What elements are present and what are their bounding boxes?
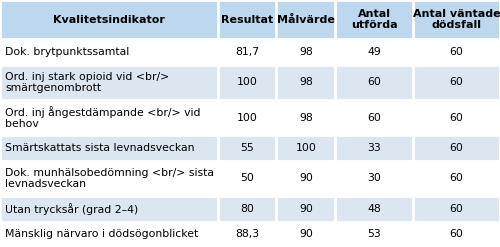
Text: 98: 98 — [299, 47, 313, 57]
Text: Resultat: Resultat — [221, 15, 273, 25]
Text: 33: 33 — [368, 143, 381, 153]
Text: 80: 80 — [240, 204, 254, 214]
Text: 90: 90 — [299, 173, 313, 183]
Text: Mänsklig närvaro i dödsögonblicket: Mänsklig närvaro i dödsögonblicket — [5, 229, 198, 239]
Text: 81,7: 81,7 — [235, 47, 259, 57]
Bar — [0, 161, 500, 196]
Text: 98: 98 — [299, 77, 313, 87]
Text: 90: 90 — [299, 204, 313, 214]
Text: 88,3: 88,3 — [235, 229, 259, 239]
Text: 60: 60 — [450, 204, 464, 214]
Text: 98: 98 — [299, 113, 313, 123]
Text: 90: 90 — [299, 229, 313, 239]
Bar — [0, 135, 500, 161]
Text: 100: 100 — [296, 143, 316, 153]
Text: Kvalitetsindikator: Kvalitetsindikator — [53, 15, 164, 25]
Text: Ord. inj ångestdämpande <br/> vid
behov: Ord. inj ångestdämpande <br/> vid behov — [5, 106, 200, 129]
Text: Antal väntade
dödsfall: Antal väntade dödsfall — [412, 9, 500, 30]
Text: 50: 50 — [240, 173, 254, 183]
Text: 60: 60 — [450, 77, 464, 87]
Bar — [0, 222, 500, 247]
Text: Målvärde: Målvärde — [277, 15, 335, 25]
Text: 100: 100 — [236, 113, 258, 123]
Text: Ord. inj stark opioid vid <br/>
smärtgenombrott: Ord. inj stark opioid vid <br/> smärtgen… — [5, 72, 169, 93]
Text: 53: 53 — [368, 229, 381, 239]
Text: 60: 60 — [450, 229, 464, 239]
Text: 30: 30 — [368, 173, 381, 183]
Text: 60: 60 — [450, 143, 464, 153]
Text: Dok. brytpunktssamtal: Dok. brytpunktssamtal — [5, 47, 129, 57]
Text: 55: 55 — [240, 143, 254, 153]
Text: Antal
utförda: Antal utförda — [351, 9, 398, 30]
Text: 49: 49 — [368, 47, 381, 57]
Text: 60: 60 — [450, 47, 464, 57]
Text: 60: 60 — [450, 173, 464, 183]
Bar — [0, 196, 500, 222]
Bar — [0, 0, 500, 39]
Text: 60: 60 — [368, 77, 381, 87]
Bar — [0, 39, 500, 65]
Text: 60: 60 — [368, 113, 381, 123]
Text: Dok. munhälsobedömning <br/> sista
levnadsveckan: Dok. munhälsobedömning <br/> sista levna… — [5, 167, 214, 189]
Text: Smärtskattats sista levnadsveckan: Smärtskattats sista levnadsveckan — [5, 143, 194, 153]
Bar — [0, 100, 500, 135]
Text: 100: 100 — [236, 77, 258, 87]
Text: Utan trycksår (grad 2–4): Utan trycksår (grad 2–4) — [5, 203, 138, 215]
Text: 48: 48 — [368, 204, 381, 214]
Bar — [0, 65, 500, 100]
Text: 60: 60 — [450, 113, 464, 123]
